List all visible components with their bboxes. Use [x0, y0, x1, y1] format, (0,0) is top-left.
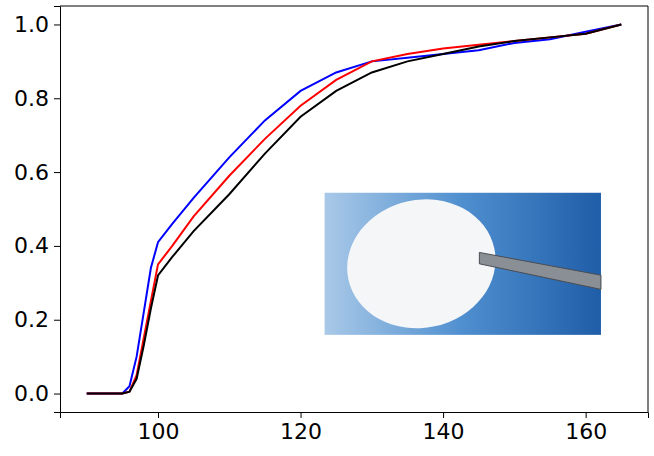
tick: 0.8: [14, 86, 60, 111]
frame: [648, 6, 649, 412]
tick-mark: [54, 98, 60, 99]
series-line: [87, 24, 622, 393]
tick-mark: [54, 172, 60, 173]
inset-photo: [325, 186, 601, 342]
tick-label: 0.2: [14, 307, 49, 332]
tick-label: 0.6: [14, 160, 49, 185]
tick: 120: [280, 412, 322, 444]
tick-label: 160: [565, 419, 607, 444]
tick-mark: [586, 412, 587, 418]
chart: 100 120 140 160 0.0 0.2 0.4 0.6 0.8 1.0: [0, 0, 654, 456]
tick: 0.6: [14, 160, 60, 185]
tick-label: 0.8: [14, 86, 49, 111]
tick-mark: [54, 320, 60, 321]
tick-mark: [158, 412, 159, 418]
tick: 160: [565, 412, 607, 444]
tick-mark: [54, 24, 60, 25]
tick: 0.2: [14, 307, 60, 332]
plot: 100 120 140 160 0.0 0.2 0.4 0.6 0.8 1.0: [14, 6, 649, 444]
tick: 1.0: [14, 12, 60, 37]
tick-label: 140: [423, 419, 465, 444]
inset-tweezers: [479, 252, 601, 289]
tick-mark: [54, 394, 60, 395]
y-axis: 0.0 0.2 0.4 0.6 0.8 1.0: [14, 7, 61, 413]
frame: [60, 6, 648, 7]
tick-label: 0.0: [14, 381, 49, 406]
tick: 140: [423, 412, 465, 444]
tick: 0.0: [14, 381, 60, 406]
tick-mark: [301, 412, 302, 418]
tick-label: 120: [280, 419, 322, 444]
tick-label: 1.0: [14, 12, 49, 37]
tick: 0.4: [14, 233, 60, 258]
lines: [87, 24, 622, 393]
tick-label: 0.4: [14, 233, 49, 258]
series-line: [87, 24, 622, 393]
tick-mark: [54, 246, 60, 247]
axis-line: [54, 7, 61, 413]
x-axis: 100 120 140 160: [61, 412, 649, 444]
axis-line: [61, 413, 649, 419]
tick-label: 100: [138, 419, 180, 444]
tick-mark: [443, 412, 444, 418]
tick: 100: [138, 412, 180, 444]
series-line: [87, 24, 622, 393]
